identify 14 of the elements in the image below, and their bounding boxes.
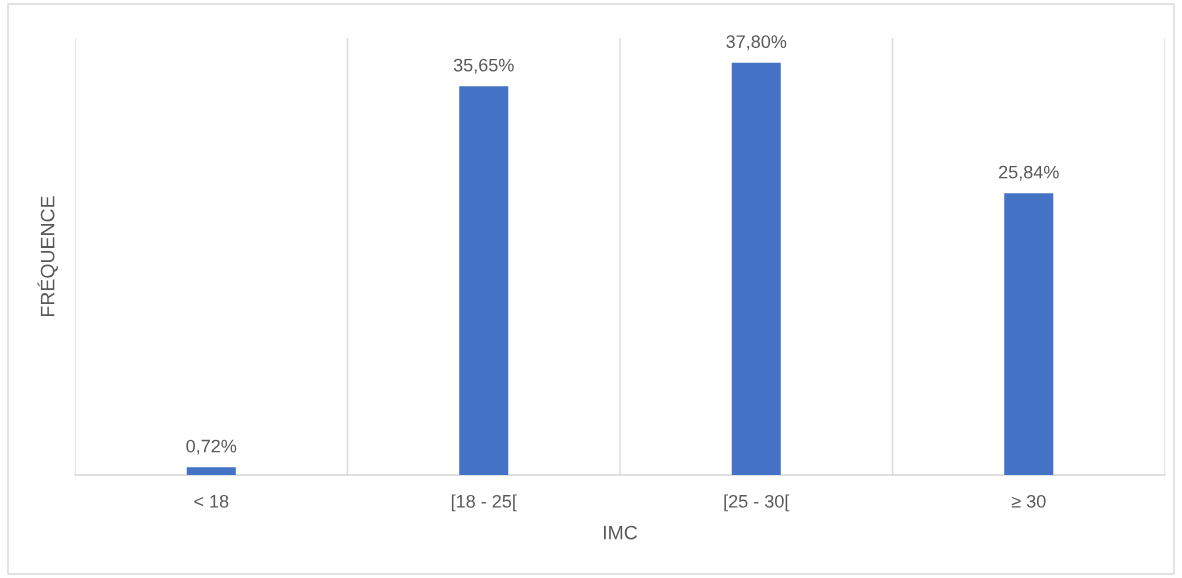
x-tick-label: [18 - 25[ [451, 494, 517, 512]
data-label: 37,80% [726, 35, 787, 51]
bar [731, 62, 781, 475]
data-label: 25,84% [999, 165, 1059, 181]
x-tick-label: < 18 [194, 494, 229, 508]
x-tick-label: ≥ 30 [1011, 494, 1046, 508]
bar [1004, 193, 1054, 475]
x-tick-label: [25 - 30[ [724, 494, 790, 512]
bar [186, 467, 236, 475]
y-axis-title: FRÉQUENCE [37, 196, 58, 316]
x-axis-title: IMC [603, 525, 638, 540]
bar [459, 86, 509, 475]
data-label: 35,65% [453, 58, 514, 74]
data-label: 0,72% [186, 439, 237, 455]
